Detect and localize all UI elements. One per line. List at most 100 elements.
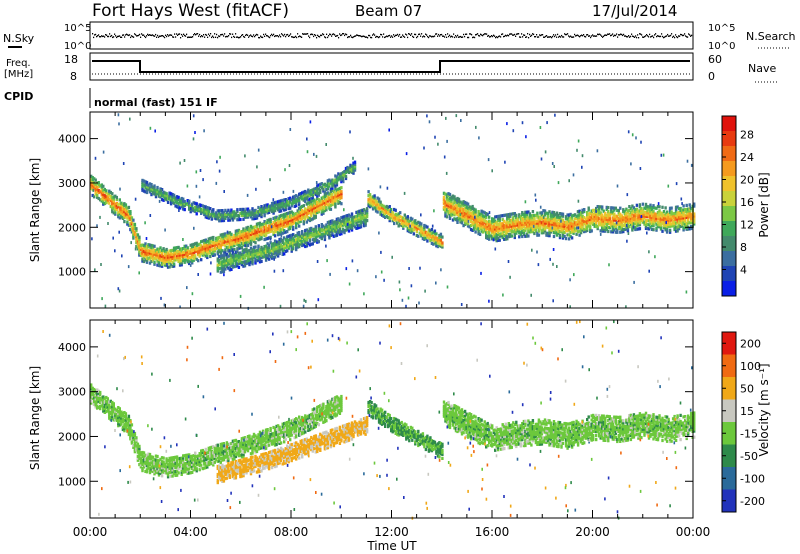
nsky-point xyxy=(136,35,138,37)
range-cell xyxy=(631,226,634,230)
nsky-point xyxy=(627,36,629,38)
range-cell xyxy=(304,191,307,196)
range-cell xyxy=(200,209,203,213)
range-cell xyxy=(233,233,236,238)
range-cell xyxy=(341,175,345,179)
range-cell xyxy=(305,208,308,212)
range-cell xyxy=(587,220,590,224)
range-cell xyxy=(192,242,195,246)
range-cell xyxy=(249,240,253,244)
range-cell xyxy=(364,217,367,221)
nsky-label: N.Sky xyxy=(3,32,35,45)
range-cell xyxy=(212,241,215,245)
range-cell xyxy=(289,242,292,246)
range-cell xyxy=(364,211,367,215)
range-cell xyxy=(625,227,628,231)
range-cell xyxy=(203,241,206,245)
range-cell xyxy=(213,241,216,245)
range-cell xyxy=(275,253,278,257)
range-cell xyxy=(554,223,557,227)
range-cell xyxy=(231,253,235,257)
range-cell xyxy=(322,189,325,193)
range-cell xyxy=(255,255,259,259)
nsky-point xyxy=(263,33,265,36)
range-cell xyxy=(162,194,165,198)
range-cell xyxy=(234,252,238,256)
range-cell xyxy=(310,208,313,212)
range-cell xyxy=(658,215,661,219)
range-cell xyxy=(151,254,155,258)
range-cell xyxy=(620,220,623,224)
range-cell xyxy=(230,246,233,250)
range-cell xyxy=(524,214,527,218)
range-cell xyxy=(643,206,646,210)
range-cell xyxy=(295,238,298,242)
range-cell xyxy=(183,258,186,262)
range-cell xyxy=(284,220,287,224)
range-cell xyxy=(483,219,486,223)
range-cell xyxy=(171,198,174,203)
range-cell xyxy=(665,212,669,216)
range-cell xyxy=(524,218,527,222)
range-cell xyxy=(362,208,366,212)
range-cell xyxy=(245,253,248,257)
range-cell xyxy=(460,215,464,219)
range-cell xyxy=(105,195,108,199)
range-cell xyxy=(133,232,137,236)
range-cell xyxy=(329,187,333,191)
range-cell xyxy=(563,220,566,224)
nsky-point xyxy=(173,36,175,38)
range-cell xyxy=(448,202,452,207)
range-cell xyxy=(206,240,209,244)
range-cell xyxy=(685,211,688,215)
range-cell xyxy=(183,208,186,212)
range-cell xyxy=(365,219,369,223)
range-cell xyxy=(343,231,346,235)
range-cell xyxy=(216,252,219,256)
range-cell xyxy=(622,218,625,222)
nsky-point xyxy=(588,35,590,37)
range-cell xyxy=(573,217,577,221)
range-cell xyxy=(222,214,226,219)
range-cell xyxy=(396,215,399,219)
range-cell xyxy=(509,212,512,216)
range-cell xyxy=(166,261,170,265)
nsky-point xyxy=(248,36,250,38)
nsky-point xyxy=(175,36,177,38)
range-cell xyxy=(263,210,266,214)
range-cell xyxy=(200,240,203,244)
range-cell xyxy=(376,210,379,214)
range-cell xyxy=(197,249,200,253)
range-cell xyxy=(674,205,678,209)
range-cell xyxy=(160,194,164,198)
range-cell xyxy=(482,220,485,224)
freq-tick-high: 18 xyxy=(64,53,78,66)
range-cell xyxy=(682,222,685,226)
range-cell xyxy=(273,203,277,207)
range-cell xyxy=(267,208,271,212)
range-cell xyxy=(647,227,651,231)
nsky-point xyxy=(355,35,357,37)
nsky-point xyxy=(419,33,421,35)
range-cell xyxy=(634,213,637,218)
range-cell xyxy=(236,243,239,247)
range-cell xyxy=(680,210,684,214)
range-cell xyxy=(474,210,477,214)
range-cell xyxy=(302,239,305,243)
range-cell xyxy=(227,241,230,245)
range-cell xyxy=(102,188,105,192)
range-cell xyxy=(245,226,248,230)
nsky-point xyxy=(585,36,587,38)
range-cell xyxy=(528,214,532,218)
range-cell xyxy=(290,239,293,243)
range-cell xyxy=(96,193,99,197)
range-cell xyxy=(249,228,253,232)
range-cell xyxy=(180,196,183,201)
noise-cell xyxy=(342,180,345,184)
nsky-point xyxy=(378,36,380,39)
range-cell xyxy=(492,221,495,225)
range-cell xyxy=(625,207,628,211)
range-cell xyxy=(661,211,664,215)
range-cell xyxy=(171,254,174,258)
range-cell xyxy=(126,214,129,218)
